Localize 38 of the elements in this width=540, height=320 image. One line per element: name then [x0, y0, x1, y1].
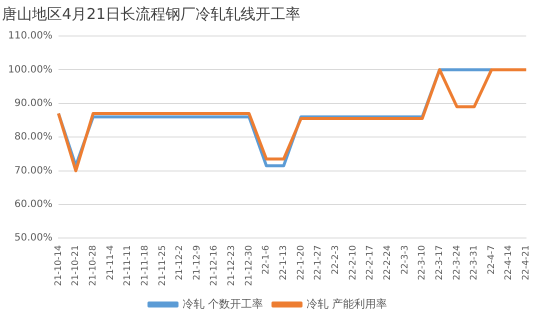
- y-tick-label: 110.00%: [8, 30, 52, 42]
- y-tick-label: 60.00%: [14, 199, 52, 210]
- x-tick-label: 22-3-10: [418, 244, 428, 280]
- x-tick-label: 22-1-13: [279, 245, 290, 280]
- x-tick-label: 22-1-6: [262, 244, 272, 275]
- x-tick-label: 22-3-31: [470, 245, 480, 280]
- x-tick-label: 21-10-28: [88, 244, 98, 286]
- x-tick-label: 21-11-11: [123, 245, 134, 286]
- legend-label: 冷轧 产能利用率: [306, 297, 387, 310]
- x-tick-label: 22-4-21: [522, 245, 532, 280]
- x-tick-label: 21-12-2: [175, 245, 186, 280]
- y-tick-label: 70.00%: [14, 165, 52, 176]
- x-tick-label: 21-10-14: [54, 244, 64, 286]
- x-tick-label: 22-3-3: [400, 245, 410, 275]
- y-tick-label: 100.00%: [8, 64, 52, 76]
- x-tick-label: 22-3-17: [434, 245, 445, 280]
- x-tick-label: 22-1-20: [296, 244, 306, 280]
- x-tick-label: 22-4-14: [504, 244, 514, 280]
- x-tick-label: 22-2-10: [348, 244, 358, 280]
- x-tick-label: 22-1-27: [314, 245, 324, 280]
- x-tick-label: 21-10-21: [71, 245, 82, 286]
- x-tick-label: 22-3-24: [452, 244, 462, 280]
- x-tick-label: 21-12-9: [192, 244, 202, 280]
- y-tick-label: 80.00%: [14, 132, 52, 143]
- x-tick-label: 21-12-23: [227, 245, 238, 286]
- x-tick-label: 21-11-25: [158, 245, 168, 286]
- x-tick-label: 21-12-30: [244, 244, 254, 286]
- x-tick-label: 22-2-24: [382, 244, 393, 280]
- x-tick-label: 22-4-7: [486, 245, 497, 275]
- x-tick-label: 22-2-3: [330, 245, 341, 275]
- x-tick-label: 21-12-16: [210, 244, 220, 286]
- y-tick-label: 50.00%: [14, 232, 52, 244]
- x-tick-label: 21-11-18: [140, 244, 150, 286]
- legend-label: 冷轧 个数开工率: [182, 297, 264, 310]
- x-tick-label: 21-11-4: [106, 244, 116, 280]
- y-tick-label: 90.00%: [14, 98, 52, 109]
- x-tick-label: 22-2-17: [366, 245, 376, 280]
- chart-title: 唐山地区4月21日长流程钢厂冷轧轧线开工率: [2, 4, 301, 23]
